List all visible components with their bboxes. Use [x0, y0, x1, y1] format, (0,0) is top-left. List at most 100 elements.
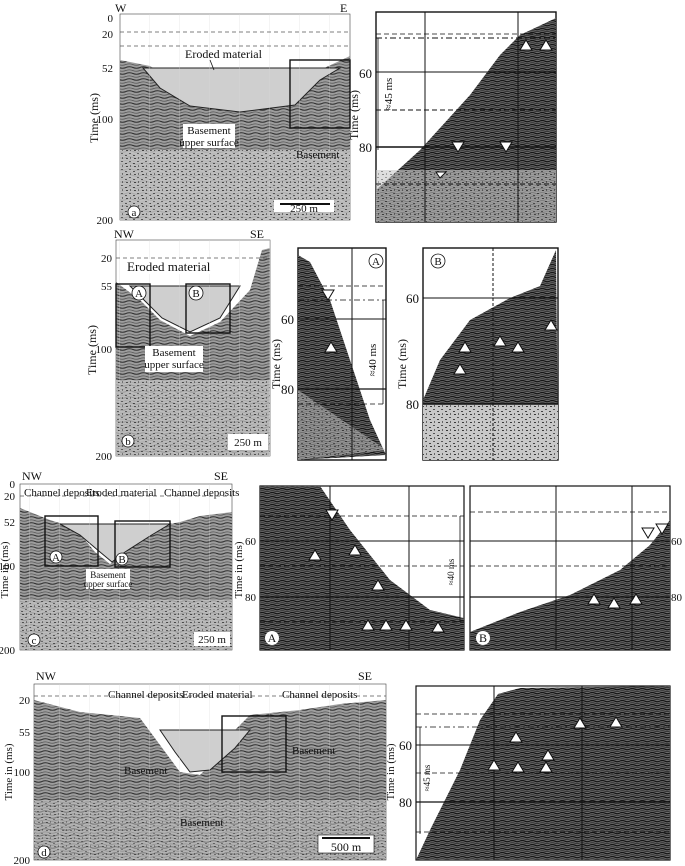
marker-triangle-icon: [573, 717, 587, 729]
panel-d-grid: [34, 684, 386, 860]
panel-c-letter: c: [32, 635, 37, 647]
panel-b-zoom-a-circle: [368, 253, 384, 269]
panel-b-east-label: SE: [250, 227, 264, 241]
panel-c-axis-title: Time in (ms): [0, 541, 11, 598]
panel-c-zoom-box-a: [44, 515, 99, 567]
marker-triangle-icon: [499, 141, 513, 153]
panel-c-east-label: SE: [214, 469, 228, 483]
panel-c-zoom-box-b: [114, 520, 171, 568]
panel-a-basement-label: Basement: [296, 149, 339, 161]
panel-c-zoom-a-circle: [265, 631, 279, 645]
marker-triangle-icon: [539, 39, 553, 51]
panel-c-tick-200: 200: [0, 645, 16, 657]
panel-b-surface-bg: [145, 346, 203, 372]
panel-c-zoom-a-tick-80: 80: [245, 592, 257, 604]
panel-b-basement-surface-1: Basement: [152, 347, 195, 359]
panel-c-zoom-b-tick-60: 60: [671, 536, 683, 548]
marker-triangle-icon: [361, 619, 375, 631]
panel-d-zoom-tick-80: 80: [399, 795, 412, 810]
marker-triangle-icon: [519, 39, 533, 51]
marker-triangle-icon: [348, 544, 362, 556]
marker-triangle-icon: [655, 523, 669, 535]
panel-d-axis-title: Time in (ms): [3, 743, 15, 800]
panel-b-tick-100: 100: [96, 344, 113, 356]
panel-c-tick-100: 100: [0, 561, 16, 573]
marker-triangle-icon: [324, 341, 338, 353]
panel-c-box-a-label: A: [52, 552, 60, 564]
panel-d-eroded-label: Eroded material: [182, 689, 253, 701]
panel-a-section: W E 0 20 52 100 200 Time (ms) Eroded mat…: [87, 1, 351, 227]
panel-b-tick-55: 55: [101, 281, 113, 293]
panel-c-zoom-b-label: B: [479, 631, 487, 645]
marker-triangle-icon: [371, 579, 385, 591]
panel-b-tick-20: 20: [101, 253, 113, 265]
panel-d-zoom-seismic: [416, 686, 670, 860]
panel-c-box-a-circle: [49, 550, 63, 564]
panel-a-tick-0: 0: [108, 13, 114, 25]
panel-d-zoom-interval: ≈45 ms: [422, 764, 432, 791]
panel-a-zoom-interval: ≈45 ms: [383, 78, 395, 111]
marker-triangle-icon: [435, 171, 448, 179]
panel-b-zoom-a-axis-title: Time (ms): [269, 339, 283, 389]
marker-triangle-icon: [587, 593, 601, 605]
panel-b-zoom-b-tick-80: 80: [406, 397, 419, 412]
marker-triangle-icon: [607, 597, 621, 609]
panel-a-zoom: 60 80 Time (ms) ≈45 ms: [347, 11, 557, 223]
panel-b-zoom-b-label: B: [434, 256, 441, 268]
marker-triangle-icon: [493, 335, 507, 347]
panel-c-zoom-b-seismic: [470, 520, 670, 650]
panel-a-axis-title: Time (ms): [87, 93, 101, 143]
marker-triangle-icon: [487, 759, 501, 771]
marker-triangle-icon: [399, 619, 413, 631]
panel-b-letter: b: [125, 436, 131, 448]
panel-c-zoom-b-circle: [476, 631, 490, 645]
panel-b-zoom-a-tick-60: 60: [281, 312, 294, 327]
marker-triangle-icon: [379, 619, 393, 631]
panel-d-section: NW SE 20 55 100 200 Time in (ms) Channel…: [3, 669, 387, 866]
panel-a-scale-label: 250 m: [290, 203, 318, 215]
panel-a-tick-52: 52: [102, 63, 113, 75]
panel-a-surface-bg: [183, 124, 235, 148]
panel-b-zoom-b-noise: [423, 404, 558, 460]
panel-a-tick-200: 200: [97, 215, 114, 227]
panel-b-zoom-a-noise: [298, 390, 386, 460]
panel-d-tick-20: 20: [19, 695, 31, 707]
panel-c-zoom-b-tick-80: 80: [671, 592, 683, 604]
panel-a-letter-circle: [127, 205, 141, 219]
panel-d-basement-right: Basement: [292, 745, 335, 757]
panel-d-tick-200: 200: [14, 855, 31, 866]
panel-b-zoom-a-label: A: [372, 256, 380, 268]
panel-c-basement-surface-1: Basement: [90, 570, 126, 580]
panel-a-zoom-axis-title: Time (ms): [347, 90, 361, 140]
marker-triangle-icon: [431, 621, 445, 633]
panel-b-zoom-b: B 60 80 Time (ms): [395, 247, 559, 461]
marker-triangle-icon: [641, 527, 655, 539]
panel-b-eroded-label: Eroded material: [127, 259, 211, 274]
panel-a-eroded-arrow: [209, 59, 215, 71]
panel-c-scale-bg: [194, 632, 230, 646]
panel-b-letter-circle: [121, 434, 135, 448]
panel-b-zoom-box-a: [115, 283, 151, 348]
panel-d-east-label: SE: [358, 669, 372, 683]
panel-a-basement-surface-1: Basement: [187, 125, 230, 137]
panel-a-eroded-label: Eroded material: [185, 47, 263, 61]
marker-triangle-icon: [308, 549, 322, 561]
panel-b-zoom-b-circle: [430, 253, 446, 269]
panel-c-zoom-a-tick-60: 60: [245, 536, 257, 548]
panel-c-zoom-a: A 60 80 Time in (ms) ≈40 ms: [233, 485, 465, 651]
marker-triangle-icon: [541, 749, 555, 761]
panel-c-basement-surface-2: upper surface: [84, 579, 133, 589]
panel-c-surface-bg: [86, 569, 130, 589]
marker-triangle-icon: [453, 363, 467, 375]
panel-b-box-b-label: B: [192, 288, 199, 300]
panel-d-zoom-axis-title: Time in (ms): [385, 743, 397, 800]
panel-d-zoom: 60 80 Time in (ms) ≈45 ms: [385, 685, 671, 861]
panel-c-channel-left: Channel deposits: [24, 487, 99, 499]
panel-b-zoom-a-interval: ≈40 ms: [367, 344, 379, 377]
panel-d-zoom-tick-60: 60: [399, 738, 412, 753]
panel-d-basement-bottom: Basement: [180, 817, 223, 829]
panel-c-zoom-b: B 60 80: [469, 485, 683, 651]
panel-c-letter-circle: [27, 633, 41, 647]
panel-b-section: NW SE 20 55 100 200 Time (ms) Eroded mat…: [85, 227, 271, 463]
